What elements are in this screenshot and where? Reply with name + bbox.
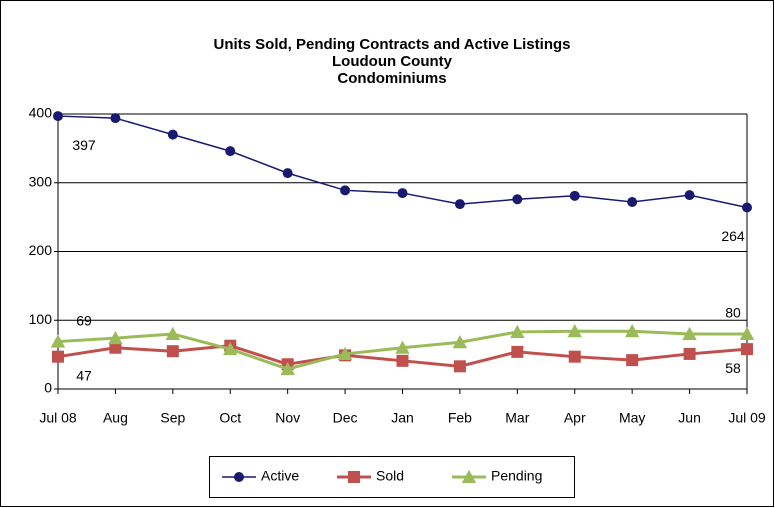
data-label: 69 — [76, 312, 92, 328]
x-tick-label: Apr — [564, 410, 586, 426]
point — [109, 341, 122, 354]
point — [53, 111, 63, 122]
point — [395, 340, 410, 354]
point — [568, 350, 581, 363]
legend-box — [209, 456, 575, 498]
point — [397, 188, 408, 199]
legend-label: Sold — [376, 468, 404, 484]
point — [166, 345, 179, 358]
x-tick-label: Oct — [219, 410, 241, 426]
x-tick-label: Mar — [505, 410, 529, 426]
data-label: 397 — [72, 137, 96, 153]
data-label: 264 — [721, 228, 745, 244]
data-label: 58 — [725, 360, 741, 376]
point — [627, 197, 638, 207]
x-tick-label: Jun — [678, 410, 701, 426]
point — [684, 190, 695, 201]
chart-title: Units Sold, Pending Contracts and Active… — [214, 36, 571, 53]
point — [110, 113, 121, 124]
point — [453, 360, 466, 373]
chart-subtitle: Loudoun County — [332, 53, 453, 70]
y-tick-label: 200 — [29, 242, 53, 258]
point — [461, 469, 477, 483]
point — [167, 129, 178, 140]
point — [454, 199, 465, 210]
point — [234, 472, 244, 482]
point — [340, 185, 351, 196]
x-tick-label: Jul 08 — [39, 410, 77, 426]
point — [511, 345, 524, 358]
point — [741, 343, 753, 356]
legend-label: Pending — [491, 468, 542, 484]
x-tick-label: Nov — [275, 410, 300, 426]
point — [739, 326, 755, 340]
x-tick-label: Aug — [103, 410, 128, 426]
point — [280, 361, 295, 376]
point — [683, 347, 696, 360]
point — [225, 146, 236, 157]
x-tick-label: May — [619, 410, 645, 426]
point — [282, 168, 293, 179]
x-tick-label: Sep — [160, 410, 185, 426]
point — [396, 354, 409, 367]
x-tick-label: Dec — [333, 410, 358, 426]
y-tick-label: 300 — [29, 173, 53, 189]
point — [512, 194, 523, 205]
x-tick-label: Jul 09 — [728, 410, 766, 426]
point — [567, 324, 582, 338]
point — [337, 346, 353, 360]
point — [626, 354, 639, 367]
point — [569, 190, 580, 201]
point — [348, 471, 360, 483]
point — [624, 324, 640, 338]
y-tick-label: 400 — [29, 105, 53, 121]
x-tick-label: Jan — [391, 410, 414, 426]
x-tick-label: Feb — [448, 410, 472, 426]
chart-subtitle: Condominiums — [337, 70, 446, 87]
data-label: 47 — [76, 367, 92, 383]
point — [452, 335, 468, 349]
point — [223, 341, 238, 356]
point — [682, 326, 697, 340]
y-tick-label: 100 — [29, 311, 53, 327]
point — [510, 324, 525, 338]
point — [50, 334, 66, 348]
point — [52, 350, 64, 363]
point — [742, 202, 752, 213]
y-tick-label: 0 — [44, 380, 52, 396]
point — [108, 330, 123, 345]
point — [165, 326, 181, 340]
legend-label: Active — [261, 468, 299, 484]
data-label: 80 — [725, 305, 741, 321]
